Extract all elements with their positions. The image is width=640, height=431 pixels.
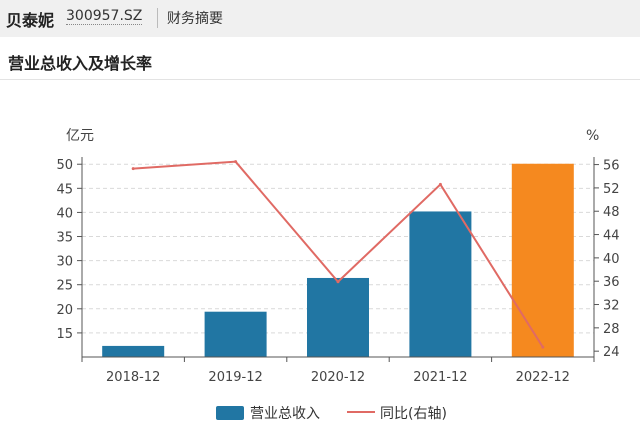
section-title: 营业总收入及增长率 bbox=[8, 54, 153, 73]
stock-code[interactable]: 300957.SZ bbox=[66, 8, 143, 25]
left-tick-label: 30 bbox=[56, 255, 73, 270]
header-separator bbox=[157, 8, 158, 28]
x-tick-label: 2022-12 bbox=[516, 370, 570, 385]
left-tick-label: 25 bbox=[56, 279, 73, 294]
legend-bar-swatch bbox=[216, 406, 244, 420]
revenue-bar bbox=[204, 311, 267, 357]
legend-bar-label: 营业总收入 bbox=[250, 406, 320, 422]
growth-point bbox=[438, 182, 442, 186]
x-tick-label: 2019-12 bbox=[208, 370, 262, 385]
right-tick-label: 24 bbox=[603, 345, 620, 360]
stock-name: 贝泰妮 bbox=[6, 11, 55, 30]
left-axis-unit: 亿元 bbox=[66, 128, 94, 144]
right-tick-label: 32 bbox=[603, 299, 620, 314]
right-axis-unit: % bbox=[586, 128, 599, 144]
right-tick-label: 36 bbox=[603, 275, 620, 290]
top-bar: 贝泰妮 300957.SZ 财务摘要 bbox=[0, 0, 640, 37]
bar-series bbox=[102, 163, 574, 357]
axes bbox=[81, 157, 595, 358]
legend-line-label: 同比(右轴) bbox=[380, 406, 447, 422]
left-tick-label: 50 bbox=[56, 158, 73, 173]
right-tick-label: 48 bbox=[603, 205, 620, 220]
growth-point bbox=[336, 280, 340, 284]
growth-point bbox=[234, 160, 238, 164]
left-tick-label: 45 bbox=[56, 182, 73, 197]
x-tick-label: 2018-12 bbox=[106, 370, 160, 385]
legend: 营业总收入 同比(右轴) bbox=[216, 406, 447, 422]
left-tick-label: 20 bbox=[56, 303, 73, 318]
tick-labels: 15 20 25 30 35 40 45 50 24 28 32 36 40 44 48 52 56 2018-1… bbox=[56, 158, 619, 385]
tab-financial-summary[interactable]: 财务摘要 bbox=[167, 11, 223, 27]
right-tick-label: 28 bbox=[603, 322, 620, 337]
line-series bbox=[131, 160, 545, 349]
revenue-bar bbox=[307, 277, 369, 357]
revenue-bar bbox=[409, 211, 472, 357]
left-tick-label: 15 bbox=[56, 327, 73, 342]
x-tick-label: 2021-12 bbox=[413, 370, 467, 385]
growth-point bbox=[131, 167, 135, 171]
section-divider bbox=[0, 79, 640, 80]
left-tick-label: 40 bbox=[56, 206, 73, 221]
revenue-bar bbox=[102, 345, 165, 357]
right-tick-label: 40 bbox=[603, 252, 620, 267]
right-tick-label: 44 bbox=[603, 229, 620, 244]
right-tick-label: 52 bbox=[603, 182, 620, 197]
growth-point bbox=[541, 345, 545, 349]
x-tick-label: 2020-12 bbox=[311, 370, 365, 385]
left-tick-label: 35 bbox=[56, 231, 73, 246]
right-tick-label: 56 bbox=[603, 159, 620, 174]
revenue-bar bbox=[511, 163, 574, 357]
